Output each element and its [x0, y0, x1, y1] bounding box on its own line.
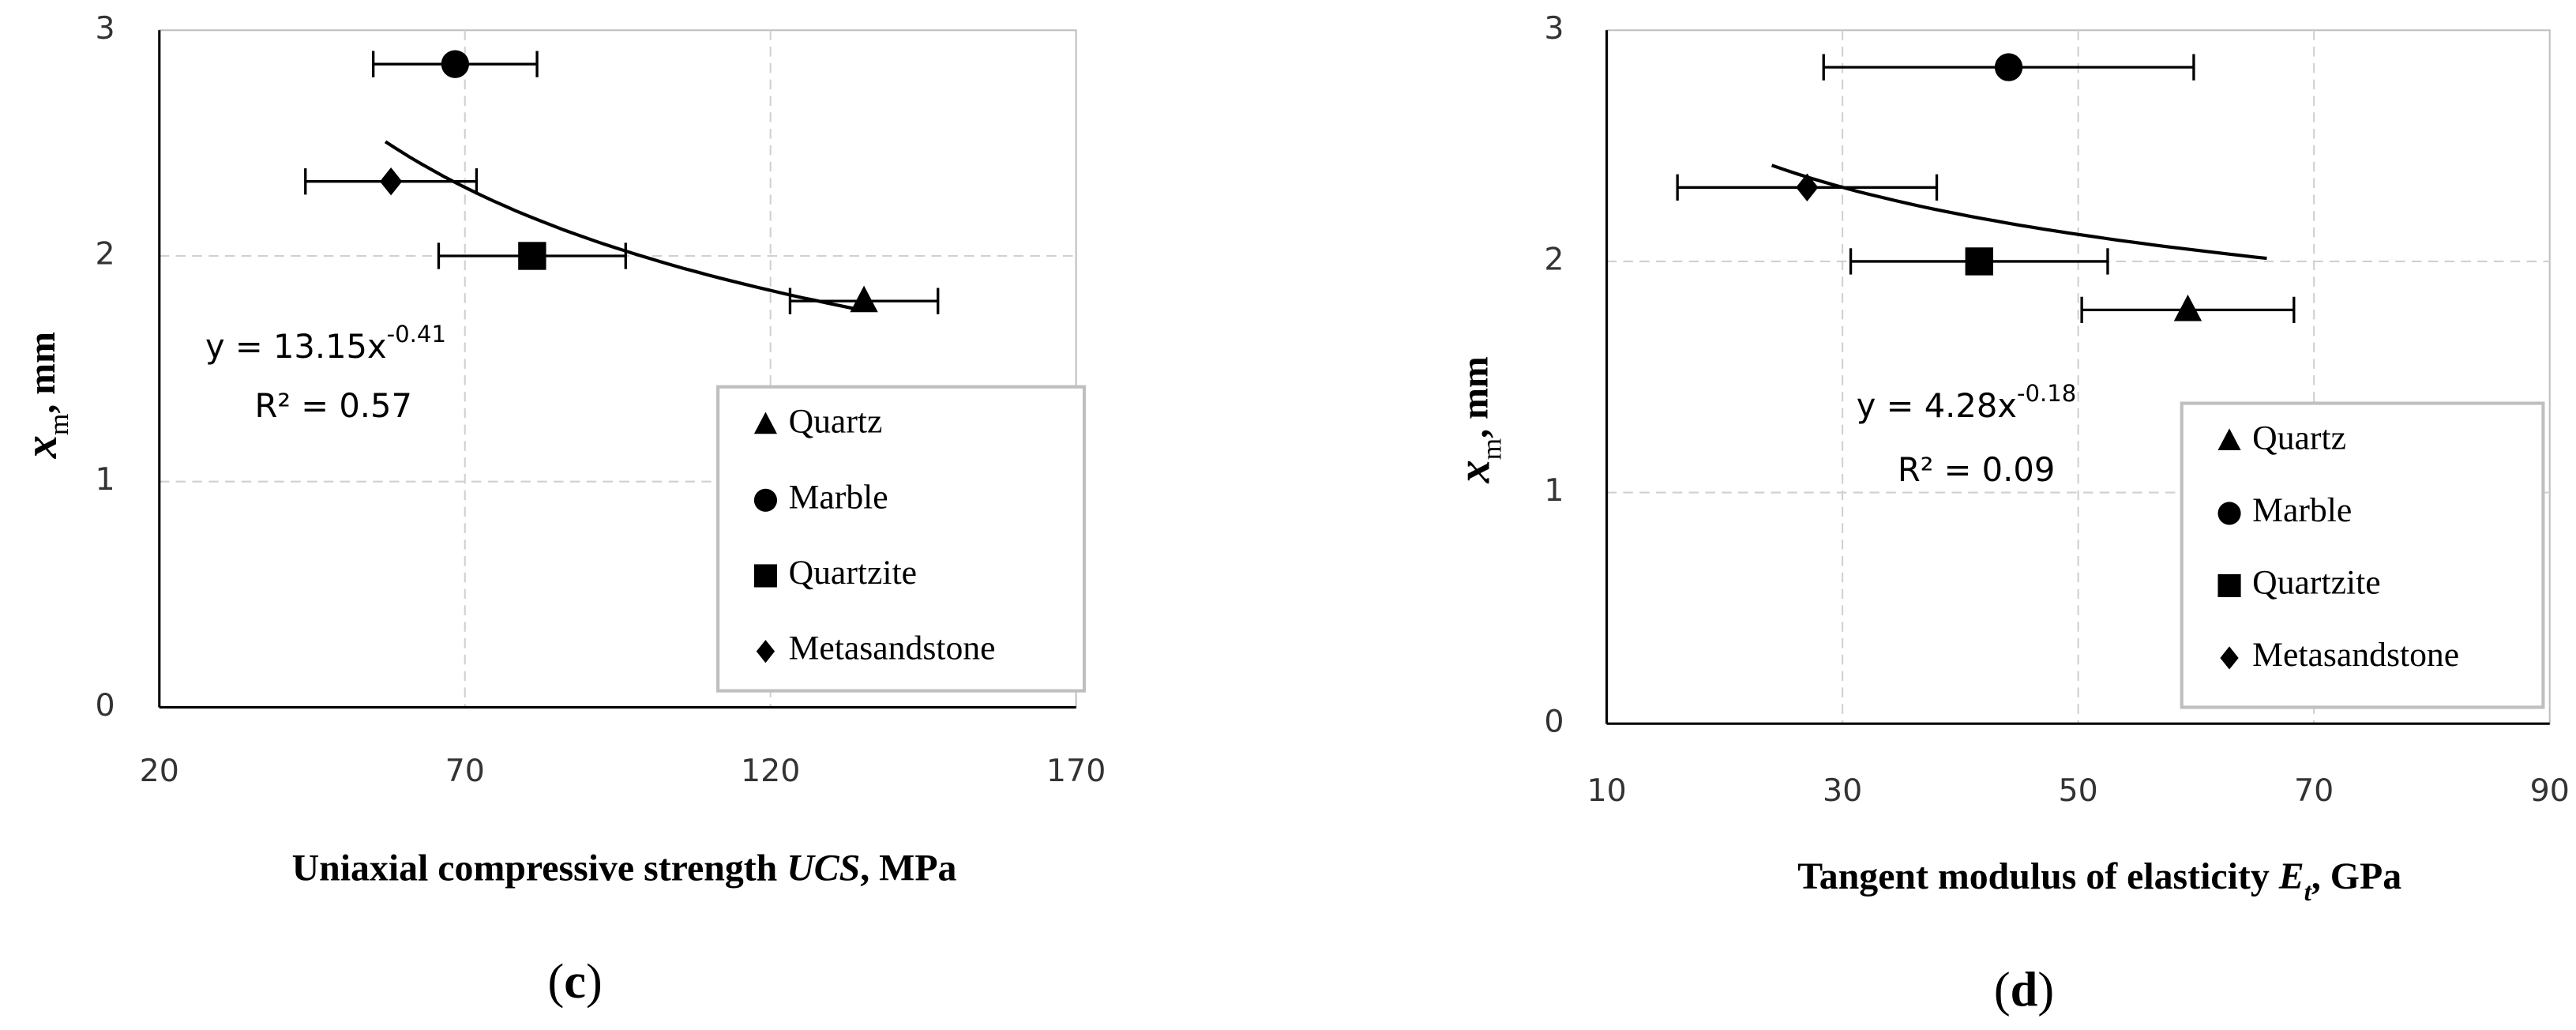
r-squared: R² = 0.57 — [254, 386, 411, 425]
y-title-subscript: m — [1475, 438, 1507, 460]
x-tick-label: 170 — [1046, 753, 1106, 789]
marker — [379, 167, 403, 196]
x-tick-label: 90 — [2530, 772, 2570, 809]
y-title-symbol: x — [16, 435, 67, 459]
marker — [850, 285, 878, 313]
legend-label: Quartzite — [2252, 563, 2380, 601]
legend-box — [2180, 401, 2545, 709]
x-tick-label: 20 — [140, 753, 179, 789]
panel-open: ( — [1994, 963, 2011, 1017]
x-tick-label: 120 — [741, 753, 800, 789]
y-tick-label: 0 — [95, 687, 115, 724]
marker — [1965, 247, 1993, 276]
y-tick-label: 0 — [1544, 704, 1564, 740]
legend-label: Marble — [789, 478, 888, 516]
y-tick-label: 2 — [95, 235, 115, 272]
trend-equation: y = 4.28x-0.18 — [1857, 380, 2076, 425]
trendline — [1771, 164, 2267, 261]
legend-marker — [2217, 502, 2241, 525]
x-axis-title: Uniaxial compressive strength UCS, MPa — [292, 847, 957, 889]
x-tick-label: 30 — [1823, 772, 1862, 809]
trendline — [384, 140, 863, 312]
y-axis-title: xm, mm — [1448, 356, 1508, 483]
legend-marker — [2217, 428, 2241, 451]
x-title-text: Uniaxial compressive strength — [292, 847, 787, 889]
r-squared: R² = 0.09 — [1898, 450, 2055, 489]
equation-text: y = 13.15x — [205, 327, 387, 366]
panel-letter: d — [2011, 963, 2038, 1017]
marker — [1994, 53, 2023, 81]
marker — [2173, 294, 2202, 321]
legend-marker — [2217, 573, 2241, 598]
legend-label: Quartz — [2252, 419, 2346, 457]
x-tick-label: 50 — [2059, 772, 2098, 809]
x-title-italic: E — [2278, 855, 2304, 897]
legend-label: Metasandstone — [2252, 636, 2459, 674]
y-tick-label: 2 — [1544, 241, 1564, 277]
legend: Quartz Marble Quartzite Metasandstone — [2180, 401, 2545, 709]
x-tick-label: 70 — [445, 753, 485, 789]
chart-panel: 10 30 50 70 90 0 1 2 3 y = 4.28x-0.18 R² = 0.09 Qua… — [1448, 10, 2570, 1017]
legend-box — [716, 385, 1087, 693]
marker — [441, 50, 470, 78]
legend-marker — [753, 412, 778, 434]
panel-close: ) — [586, 954, 603, 1009]
y-tick-label: 3 — [95, 10, 115, 47]
equation-exponent: -0.18 — [2017, 380, 2076, 407]
legend-label: Quartzite — [789, 554, 917, 592]
legend-label: Marble — [2252, 491, 2352, 529]
equation-exponent: -0.41 — [387, 321, 446, 348]
y-title-unit: , mm — [21, 332, 63, 414]
y-title-subscript: m — [43, 414, 74, 436]
legend: Quartz Marble Quartzite Metasandstone — [716, 385, 1087, 693]
panel-letter: c — [564, 954, 586, 1009]
legend-marker — [756, 640, 775, 663]
legend-marker — [753, 564, 778, 588]
marker — [518, 242, 546, 270]
x-title-unit: , GPa — [2311, 855, 2401, 897]
y-tick-label: 1 — [1544, 472, 1564, 509]
y-title-unit: , mm — [1454, 356, 1496, 438]
legend-marker — [2220, 646, 2239, 670]
x-title-subscript: t — [2304, 878, 2313, 907]
y-axis-title: xm, mm — [16, 332, 75, 459]
y-title-symbol: x — [1448, 460, 1500, 483]
panel-open: ( — [547, 954, 564, 1009]
panel-label: (c) — [547, 954, 602, 1009]
x-tick-label: 70 — [2294, 772, 2334, 809]
y-tick-label: 3 — [1544, 10, 1564, 47]
x-tick-label: 10 — [1587, 772, 1626, 809]
x-title-text: Tangent modulus of elasticity — [1797, 855, 2278, 897]
x-title-unit: , MPa — [860, 847, 956, 889]
legend-label: Metasandstone — [789, 630, 996, 667]
x-title-italic: UCS — [787, 847, 860, 889]
legend-label: Quartz — [789, 403, 883, 441]
marker — [1796, 173, 1819, 201]
panel-label: (d) — [1994, 963, 2054, 1017]
panel-close: ) — [2037, 963, 2054, 1017]
legend-marker — [753, 488, 778, 512]
x-axis-title: Tangent modulus of elasticity Et, GPa — [1797, 855, 2401, 907]
equation-text: y = 4.28x — [1857, 386, 2017, 425]
trend-equation: y = 13.15x-0.41 — [205, 321, 446, 366]
chart-panel: 20 70 120 170 0 1 2 3 y = 13.15x-0.41 R² = 0.57 Qu… — [16, 10, 1106, 1009]
y-tick-label: 1 — [95, 461, 115, 498]
